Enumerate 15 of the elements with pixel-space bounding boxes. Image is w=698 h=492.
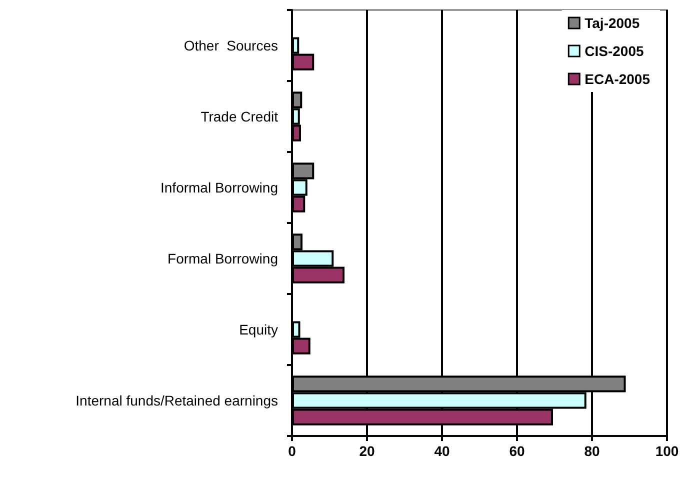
x-tick-label: 40 (434, 443, 450, 459)
y-tick-label: Equity (239, 322, 278, 338)
x-tick-label: 0 (288, 443, 296, 459)
x-tick-label: 100 (655, 443, 679, 459)
legend-label: CIS-2005 (584, 43, 644, 59)
y-tick-label: Informal Borrowing (160, 180, 278, 196)
x-tick-label: 20 (359, 443, 375, 459)
y-tick-label: Formal Borrowing (168, 250, 278, 266)
y-tick-label: Other Sources (184, 38, 278, 54)
x-tick-label: 60 (509, 443, 525, 459)
y-tick-label: Trade Credit (200, 108, 278, 124)
x-tick-label: 80 (584, 443, 600, 459)
legend-label: Taj-2005 (584, 15, 640, 31)
y-tick-label: Internal funds/Retained earnings (76, 392, 278, 408)
legend-label: ECA-2005 (584, 71, 650, 87)
